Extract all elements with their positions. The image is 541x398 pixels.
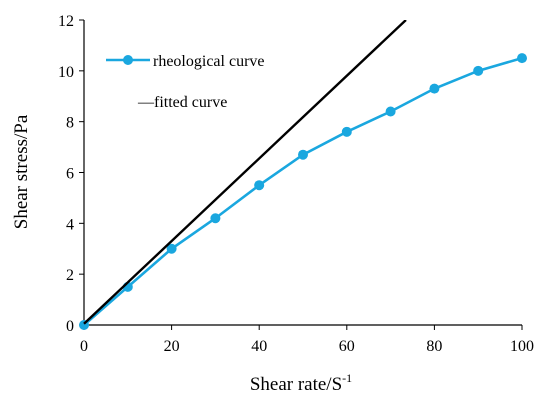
legend-label-fitted: —fitted curve — [137, 94, 227, 111]
x-axis-title-superscript: -1 — [342, 371, 352, 385]
data-point — [341, 126, 352, 137]
y-tick-label: 4 — [66, 216, 74, 233]
legend-marker-rheological — [123, 55, 133, 65]
data-point — [517, 53, 527, 64]
y-tick-label: 6 — [66, 166, 74, 183]
data-point — [473, 65, 484, 76]
data-point — [166, 243, 177, 254]
data-point — [429, 83, 440, 94]
y-tick-label: 12 — [58, 13, 74, 30]
data-point — [298, 149, 308, 160]
y-tick-label: 2 — [66, 267, 74, 284]
axes — [79, 19, 523, 330]
x-tick-label: 100 — [510, 338, 534, 355]
x-tick-label: 60 — [339, 338, 355, 355]
series-line-fitted — [83, 20, 407, 325]
x-tick-label: 0 — [80, 338, 88, 355]
x-tick-label: 20 — [164, 338, 180, 355]
x-tick-label: 80 — [426, 338, 442, 355]
tick-labels: 0 2 4 6 8 10 12 0 20 40 60 80 100 — [58, 13, 534, 355]
y-tick-label: 10 — [58, 64, 74, 81]
x-tick-label: 40 — [251, 338, 267, 355]
x-axis-title-main: Shear rate/S — [250, 374, 342, 395]
data-point — [385, 106, 396, 117]
y-tick-label: 8 — [66, 115, 74, 132]
data-point — [254, 180, 265, 191]
plot-series — [79, 20, 527, 330]
legend: rheological curve —fitted curve — [106, 53, 265, 111]
data-point — [210, 213, 221, 224]
y-axis-title: Shear stress/Pa — [11, 114, 32, 229]
legend-label-rheological: rheological curve — [153, 53, 265, 70]
y-tick-label: 0 — [66, 318, 74, 335]
x-axis-title: Shear rate/S-1 — [250, 371, 352, 395]
